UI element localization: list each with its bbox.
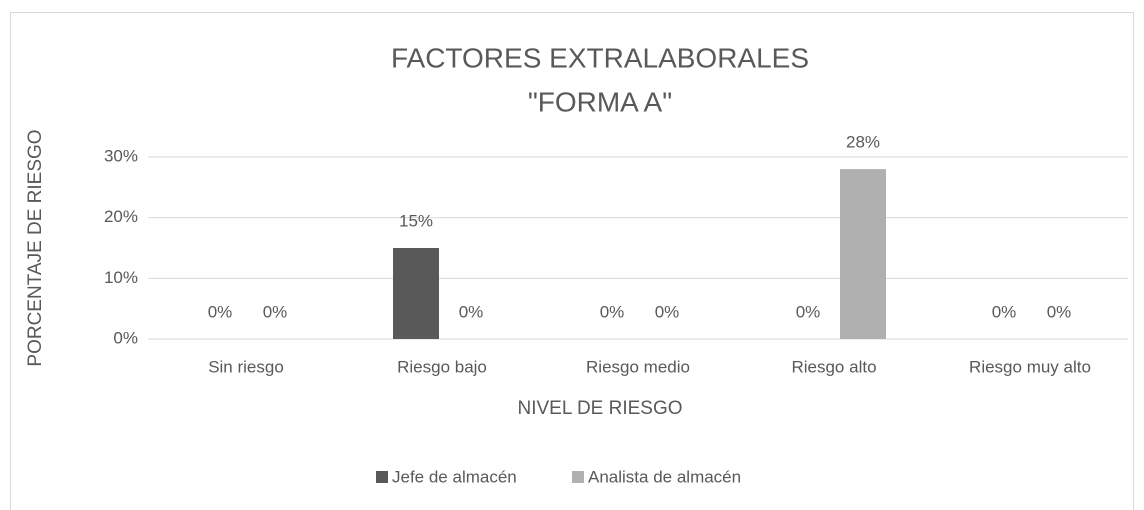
chart-title: "FORMA A" (528, 86, 672, 117)
data-label: 0% (992, 302, 1017, 321)
legend-swatch (572, 471, 584, 483)
data-label: 0% (1047, 302, 1072, 321)
x-tick-label: Riesgo alto (791, 357, 876, 376)
data-label: 0% (796, 302, 821, 321)
y-tick-label: 30% (104, 146, 138, 165)
x-tick-label: Riesgo muy alto (969, 357, 1091, 376)
legend-swatch (376, 471, 388, 483)
x-tick-label: Sin riesgo (208, 357, 284, 376)
legend-label: Analista de almacén (588, 467, 741, 486)
y-tick-label: 10% (104, 268, 138, 287)
y-tick-label: 0% (113, 328, 138, 347)
y-tick-label: 20% (104, 207, 138, 226)
legend-label: Jefe de almacén (392, 467, 517, 486)
data-label: 0% (208, 302, 233, 321)
data-label: 0% (459, 302, 484, 321)
data-label: 0% (600, 302, 625, 321)
x-tick-label: Riesgo bajo (397, 357, 487, 376)
bar (840, 169, 886, 339)
data-label: 0% (655, 302, 680, 321)
x-axis-title: NIVEL DE RIESGO (517, 398, 682, 419)
data-label: 15% (399, 211, 433, 230)
chart-frame (10, 12, 1134, 510)
x-tick-label: Riesgo medio (586, 357, 690, 376)
bar (393, 248, 439, 339)
chart-title: FACTORES EXTRALABORALES (391, 42, 809, 73)
data-label: 28% (846, 133, 880, 152)
y-axis-title: PORCENTAJE DE RIESGO (25, 129, 46, 366)
data-label: 0% (263, 302, 288, 321)
